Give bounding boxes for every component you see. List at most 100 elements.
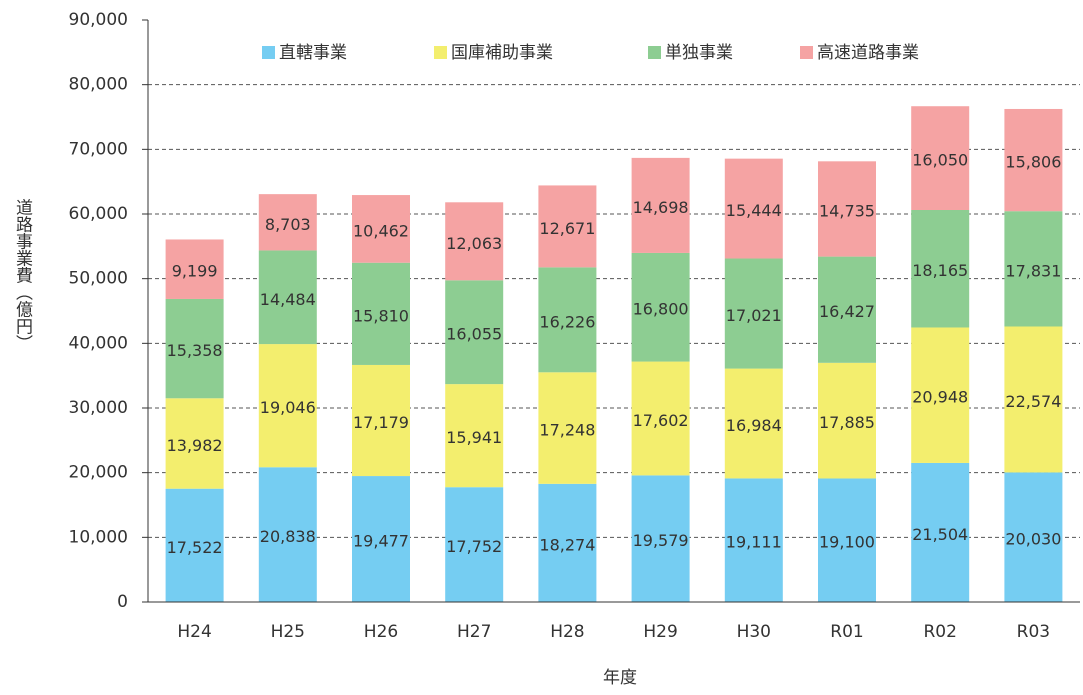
bar-segment (911, 106, 970, 211)
legend-swatch (800, 46, 813, 59)
x-tick-label: H26 (364, 622, 398, 642)
bar-segment (352, 195, 410, 263)
value-label: 20,838 (260, 527, 316, 546)
y-axis-label: 道路事業費（億円） (12, 198, 33, 351)
value-label: 17,179 (353, 413, 409, 432)
value-label: 17,752 (446, 537, 502, 556)
value-label: 17,021 (726, 306, 782, 325)
value-label: 15,358 (167, 341, 223, 360)
y-tick-label: 0 (117, 592, 128, 612)
bar-segment (445, 384, 504, 488)
x-axis-label: 年度 (603, 668, 637, 688)
bar-segment (724, 258, 783, 369)
bar-segment (538, 185, 597, 268)
value-label: 19,579 (633, 531, 689, 550)
value-label: 19,111 (726, 533, 782, 552)
value-label: 15,810 (353, 306, 409, 325)
y-tick-label: 70,000 (69, 139, 128, 159)
bar-segment (1004, 108, 1063, 212)
bar-segment (165, 298, 224, 399)
x-tick-label: H29 (643, 622, 677, 642)
value-label: 14,698 (633, 198, 689, 217)
value-label: 15,806 (1005, 153, 1061, 172)
value-label: 19,100 (819, 533, 875, 552)
bar-segment (352, 262, 410, 365)
value-label: 10,462 (353, 221, 409, 240)
bar-segment (1004, 326, 1063, 473)
legend-label: 高速道路事業 (817, 43, 919, 63)
value-label: 20,030 (1005, 530, 1061, 549)
legend-swatch (262, 46, 275, 59)
bar-segment (724, 478, 783, 602)
bar-segment (818, 362, 876, 479)
value-label: 17,885 (819, 413, 875, 432)
bar-segment (631, 475, 690, 602)
x-tick-label: H25 (271, 622, 305, 642)
bar-segment (165, 488, 224, 602)
value-label: 16,984 (726, 416, 782, 435)
bar-segment (165, 239, 224, 299)
legend-label: 直轄事業 (279, 43, 347, 63)
bar-segment (1004, 211, 1063, 327)
bar-segment (352, 476, 410, 602)
y-tick-label: 30,000 (69, 398, 128, 418)
value-label: 21,504 (912, 525, 968, 544)
bar-segment (631, 252, 690, 362)
value-label: 17,831 (1005, 261, 1061, 280)
x-tick-label: R02 (923, 622, 956, 642)
y-tick-label: 50,000 (69, 269, 128, 289)
value-label: 14,735 (819, 201, 875, 220)
bar-segment (258, 250, 317, 345)
y-tick-label: 60,000 (69, 204, 128, 224)
value-label: 17,602 (633, 411, 689, 430)
legend-label: 国庫補助事業 (451, 43, 553, 63)
bar-segment (445, 280, 504, 385)
x-tick-label: H30 (737, 622, 771, 642)
value-label: 15,444 (726, 201, 782, 220)
bar-segment (258, 194, 317, 251)
value-label: 16,427 (819, 302, 875, 321)
bar-segment (818, 256, 876, 363)
value-label: 20,948 (912, 388, 968, 407)
value-label: 17,522 (167, 538, 223, 557)
value-label: 19,477 (353, 532, 409, 551)
y-tick-label: 20,000 (69, 463, 128, 483)
y-tick-label: 40,000 (69, 333, 128, 353)
bar-segment (818, 478, 876, 602)
value-label: 19,046 (260, 398, 316, 417)
bar-segment (724, 368, 783, 479)
bar-segment (724, 158, 783, 259)
value-label: 12,671 (539, 219, 595, 238)
bar-segment (911, 327, 970, 463)
x-tick-label: R01 (830, 622, 863, 642)
bar-segment (258, 344, 317, 468)
value-label: 22,574 (1005, 392, 1061, 411)
legend-swatch (648, 46, 661, 59)
value-label: 16,226 (539, 312, 595, 331)
bar-segment (538, 372, 597, 484)
x-tick-label: R03 (1017, 622, 1050, 642)
x-tick-label: H28 (550, 622, 584, 642)
bar-segment (165, 398, 224, 489)
value-label: 13,982 (167, 436, 223, 455)
x-tick-label: H24 (177, 622, 211, 642)
value-label: 17,248 (539, 421, 595, 440)
value-label: 12,063 (446, 234, 502, 253)
bar-segment (445, 202, 504, 281)
value-label: 16,050 (912, 151, 968, 170)
y-tick-label: 90,000 (69, 10, 128, 30)
bar-segment (631, 361, 690, 476)
y-tick-label: 10,000 (69, 527, 128, 547)
bar-segment (911, 462, 970, 602)
value-label: 15,941 (446, 428, 502, 447)
legend-label: 単独事業 (665, 43, 733, 63)
bar-segment (352, 364, 410, 477)
value-label: 16,800 (633, 300, 689, 319)
bar-segment (445, 487, 504, 602)
value-label: 8,703 (265, 215, 311, 234)
bar-segment (818, 161, 876, 257)
bar-segment (911, 210, 970, 328)
value-label: 18,274 (539, 535, 595, 554)
bar-segment (258, 467, 317, 602)
